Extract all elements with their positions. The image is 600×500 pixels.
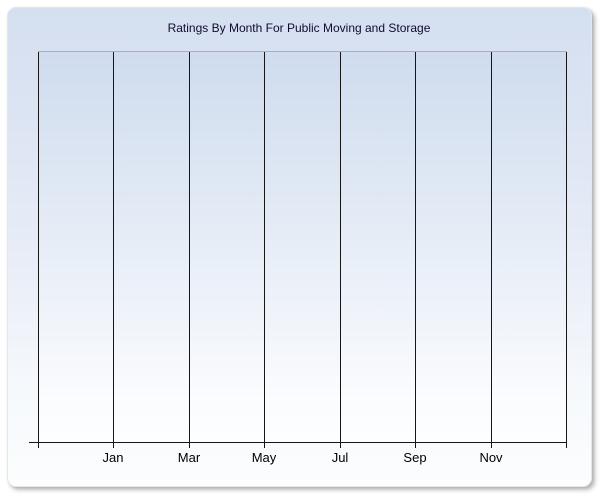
gridline-sep: [415, 52, 416, 448]
gridline-mar: [189, 52, 190, 448]
gridline-jan: [113, 52, 114, 448]
gridline-may: [264, 52, 265, 448]
plot-area: [38, 51, 567, 442]
x-axis-tick-label-jul: Jul: [331, 450, 349, 465]
plot-right-edge-gridline: [566, 52, 567, 448]
x-axis-tick-label-sep: Sep: [403, 450, 427, 465]
x-axis-tick-label-mar: Mar: [177, 450, 201, 465]
gridline-jul: [340, 52, 341, 448]
chart-title: Ratings By Month For Public Moving and S…: [167, 21, 431, 35]
x-axis-tick-label-nov: Nov: [479, 450, 503, 465]
x-axis-line: [29, 442, 567, 443]
plot-left-edge-gridline: [38, 52, 39, 448]
gridline-nov: [491, 52, 492, 448]
x-axis-tick-label-jan: Jan: [102, 450, 124, 465]
x-axis-tick-label-may: May: [251, 450, 277, 465]
